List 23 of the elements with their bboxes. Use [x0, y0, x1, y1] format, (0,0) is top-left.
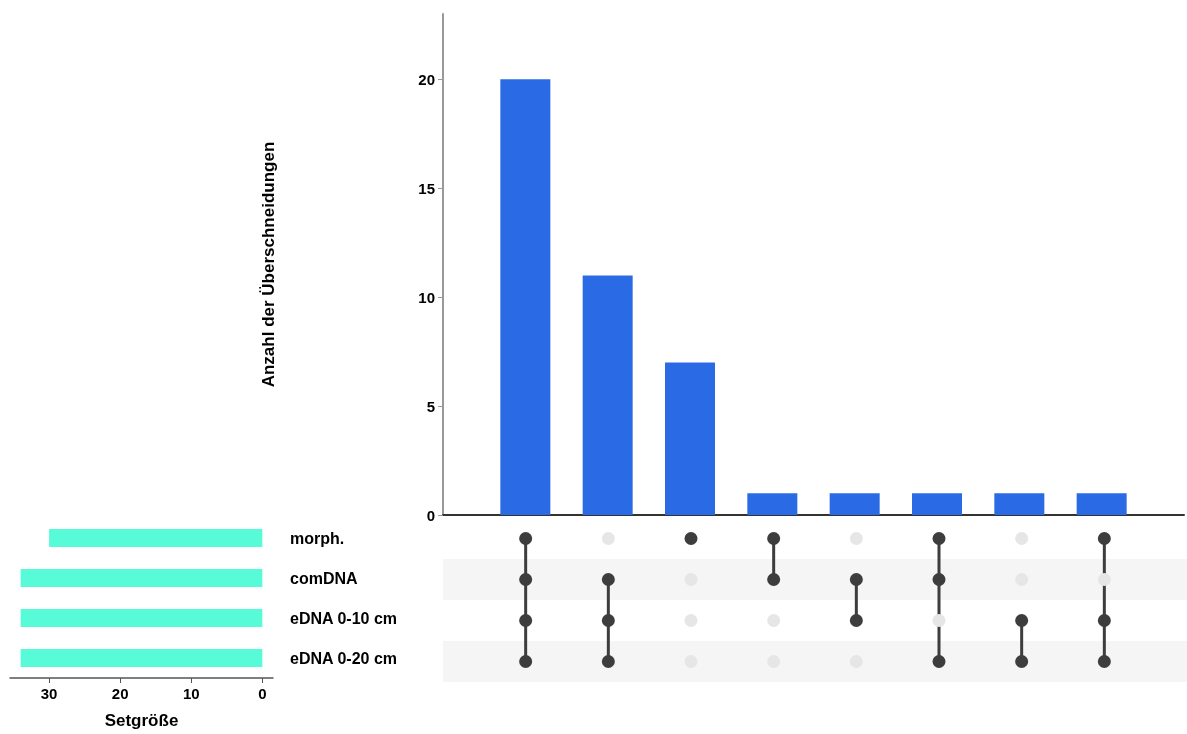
x-tick-label: 0: [258, 685, 267, 702]
y-tick-label: 15: [418, 179, 435, 197]
y-tick-label: 20: [418, 70, 435, 88]
bar: [665, 362, 715, 515]
y-axis-title: Anzahl der Überschneidungen: [259, 141, 278, 388]
bar: [747, 493, 798, 515]
y-tick-label: comDNA: [290, 569, 359, 587]
bar: [1076, 493, 1127, 515]
bar: [500, 79, 551, 515]
x-tick-label: 30: [40, 685, 58, 702]
y-tick-label: 5: [426, 397, 435, 415]
bar: [994, 493, 1045, 515]
y-tick-label: 0: [426, 506, 435, 524]
y-tick-label: eDNA 0-20 cm: [290, 649, 398, 667]
bar: [912, 493, 962, 515]
x-tick-label: 20: [111, 685, 129, 702]
bar: [582, 275, 633, 515]
x-axis-title: Setgröße: [104, 711, 179, 730]
y-tick-label: eDNA 0-10 cm: [290, 609, 398, 627]
bar: [829, 493, 880, 515]
y-tick-label: morph.: [290, 529, 345, 547]
y-tick-label: 10: [418, 288, 435, 306]
x-tick-label: 10: [182, 685, 200, 702]
